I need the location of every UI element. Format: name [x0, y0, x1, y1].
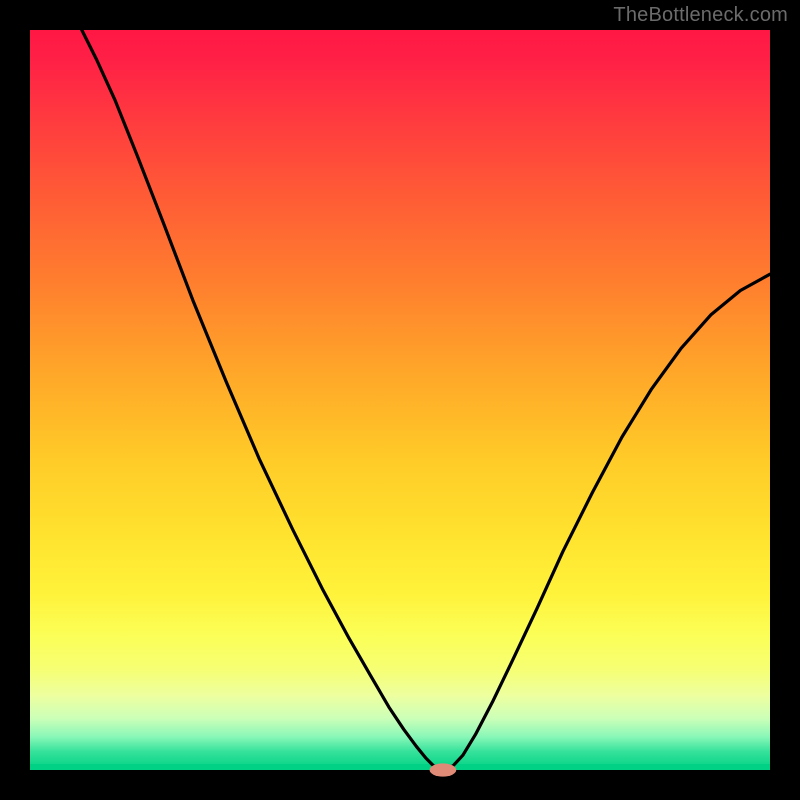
chart-container: TheBottleneck.com: [0, 0, 800, 800]
watermark-label: TheBottleneck.com: [613, 4, 788, 27]
bottleneck-chart: [0, 0, 800, 800]
plot-background: [30, 30, 770, 770]
plot-floor: [30, 764, 770, 770]
optimal-marker: [430, 763, 457, 776]
